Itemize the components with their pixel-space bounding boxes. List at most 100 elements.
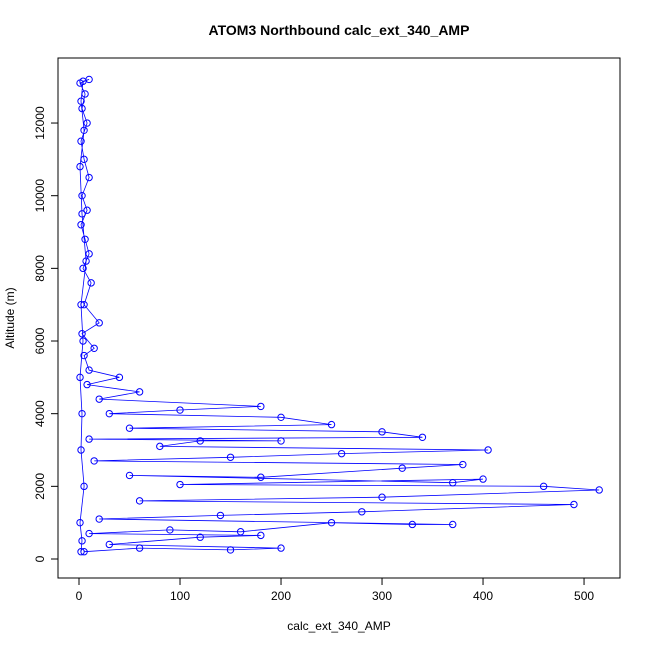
- data-point: [105, 540, 114, 549]
- data-point: [358, 508, 366, 516]
- y-tick-label: 10000: [33, 179, 47, 213]
- data-point: [79, 77, 87, 85]
- data-point: [85, 366, 93, 374]
- data-point: [277, 413, 285, 422]
- data-point: [85, 435, 93, 443]
- data-point: [76, 162, 84, 171]
- data-point: [78, 330, 86, 338]
- y-tick-label: 4000: [33, 400, 47, 427]
- data-point: [77, 300, 85, 309]
- data-point: [77, 221, 85, 229]
- y-tick-label: 12000: [33, 106, 47, 140]
- data-point: [166, 526, 174, 534]
- data-point: [257, 402, 265, 411]
- data-point: [80, 155, 88, 164]
- data-point: [484, 446, 492, 454]
- data-point: [418, 433, 427, 441]
- data-point: [77, 548, 85, 556]
- data-point: [80, 126, 88, 134]
- data-point: [398, 464, 406, 472]
- data-point: [236, 528, 245, 536]
- data-point: [479, 475, 487, 483]
- data-point: [125, 424, 134, 432]
- data-point: [90, 344, 98, 352]
- data-point: [196, 437, 204, 445]
- data-point: [76, 518, 84, 527]
- x-tick-label: 300: [372, 589, 392, 603]
- data-point: [327, 420, 336, 429]
- data-point: [539, 482, 548, 491]
- chart-title: ATOM3 Northbound calc_ext_340_AMP: [209, 22, 470, 38]
- data-point: [81, 235, 89, 243]
- x-tick-label: 200: [271, 589, 291, 603]
- data-point: [105, 409, 114, 418]
- data-point: [85, 173, 93, 182]
- x-tick-label: 500: [574, 589, 594, 603]
- data-point: [226, 546, 235, 554]
- data-point: [85, 250, 93, 258]
- y-tick-label: 6000: [33, 327, 47, 354]
- data-point: [78, 537, 86, 545]
- data-point: [80, 548, 88, 556]
- data-point: [595, 486, 603, 494]
- data-point: [459, 460, 467, 469]
- data-point: [83, 206, 91, 214]
- x-tick-label: 400: [473, 589, 493, 603]
- x-tick-label: 0: [76, 589, 83, 603]
- data-point: [408, 520, 417, 529]
- data-point: [78, 210, 86, 218]
- data-point: [277, 437, 285, 445]
- data-point: [378, 428, 386, 436]
- data-point: [176, 480, 184, 489]
- x-tick-label: 100: [170, 589, 190, 603]
- data-point: [135, 388, 144, 396]
- y-tick-label: 0: [33, 555, 47, 562]
- y-tick-label: 2000: [33, 473, 47, 500]
- data-point: [78, 104, 86, 113]
- data-point: [95, 515, 103, 523]
- data-point: [277, 544, 285, 552]
- data-point: [156, 442, 164, 451]
- data-point: [83, 119, 91, 127]
- data-point: [125, 471, 134, 480]
- data-point: [79, 264, 87, 273]
- data-point: [77, 97, 85, 105]
- x-axis-label: calc_ext_340_AMP: [287, 619, 390, 633]
- plot-frame: [57, 57, 621, 579]
- data-point: [115, 373, 124, 382]
- data-point: [83, 380, 91, 389]
- data-point: [570, 500, 578, 509]
- data-point: [78, 409, 86, 418]
- data-point: [80, 300, 88, 309]
- data-point: [79, 337, 87, 345]
- data-point: [95, 319, 103, 327]
- data-point: [378, 493, 386, 501]
- data-point: [80, 482, 88, 491]
- data-point: [80, 351, 88, 360]
- data-point: [76, 373, 84, 382]
- data-point: [226, 453, 235, 461]
- data-point: [257, 531, 265, 540]
- data-point: [90, 457, 98, 465]
- data-point: [135, 544, 144, 552]
- y-tick-label: 8000: [33, 255, 47, 282]
- data-point: [77, 446, 85, 454]
- data-point: [87, 279, 95, 287]
- data-point: [449, 520, 457, 529]
- data-point: [78, 191, 86, 200]
- y-axis-label: Altitude (m): [3, 287, 17, 348]
- data-point: [449, 479, 457, 487]
- data-point: [257, 473, 265, 481]
- data-point: [85, 529, 93, 538]
- data-point: [81, 90, 89, 98]
- data-point: [82, 257, 90, 265]
- data-point: [216, 511, 225, 520]
- data-point: [135, 497, 144, 505]
- data-point: [77, 137, 85, 145]
- data-point: [327, 518, 336, 527]
- data-point: [196, 533, 204, 541]
- data-point: [95, 395, 103, 403]
- data-point: [337, 449, 346, 458]
- data-point: [176, 406, 184, 414]
